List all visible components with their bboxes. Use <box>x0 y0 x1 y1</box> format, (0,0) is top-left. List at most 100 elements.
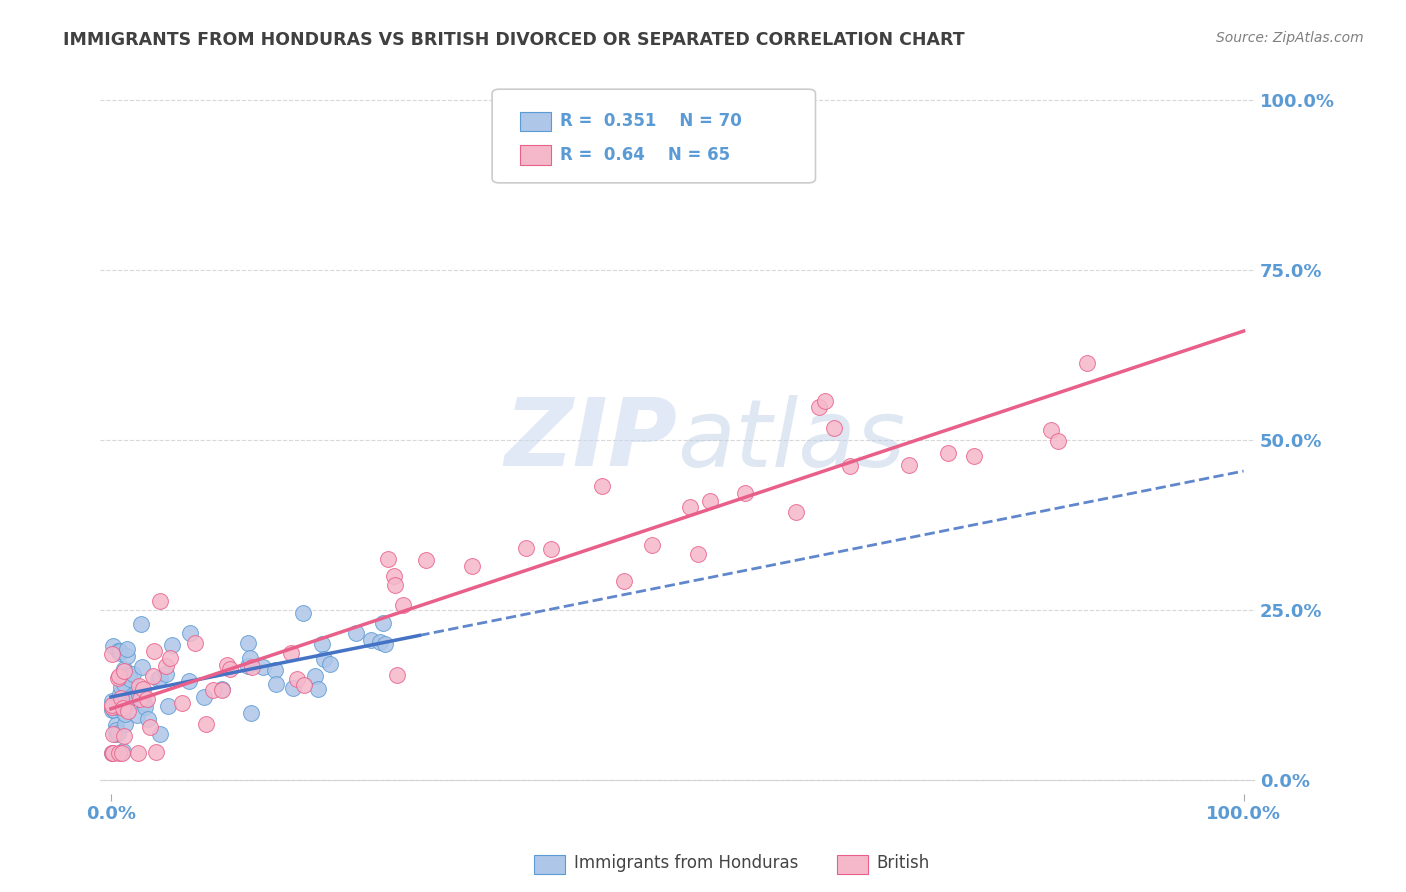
Point <box>699 494 721 508</box>
Point <box>813 393 835 408</box>
Point <box>127 707 149 722</box>
Point <box>107 644 129 658</box>
Point <box>217 658 239 673</box>
Point <box>839 459 862 474</box>
Point <box>114 695 136 709</box>
Point <box>103 703 125 717</box>
Point <box>149 727 172 741</box>
Point <box>391 598 413 612</box>
Point <box>371 616 394 631</box>
Point <box>112 669 135 683</box>
Point <box>136 712 159 726</box>
Point <box>114 707 136 722</box>
Point <box>155 667 177 681</box>
Point <box>318 657 340 671</box>
Point <box>105 723 128 737</box>
Point <box>159 651 181 665</box>
Point <box>219 662 242 676</box>
Point <box>101 746 124 760</box>
Point <box>1076 356 1098 370</box>
Point <box>146 672 169 686</box>
Point <box>105 699 128 714</box>
Point <box>307 682 329 697</box>
Point <box>107 726 129 740</box>
Point <box>679 500 702 515</box>
Point <box>641 538 664 552</box>
Point <box>128 679 150 693</box>
Text: atlas: atlas <box>678 394 905 485</box>
Point <box>131 659 153 673</box>
Point <box>201 683 224 698</box>
Point <box>734 486 756 500</box>
Point <box>108 669 131 683</box>
Point <box>134 697 156 711</box>
Point <box>963 450 986 464</box>
Point <box>118 672 141 686</box>
Point <box>112 729 135 743</box>
Text: Immigrants from Honduras: Immigrants from Honduras <box>574 855 799 872</box>
Point <box>142 644 165 658</box>
Point <box>101 746 124 760</box>
Point <box>101 694 124 708</box>
Point <box>127 746 149 760</box>
Point <box>114 717 136 731</box>
Point <box>160 638 183 652</box>
Point <box>121 667 143 681</box>
Point <box>264 663 287 677</box>
Point <box>155 659 177 673</box>
Point <box>285 672 308 686</box>
Point <box>122 690 145 704</box>
Point <box>239 650 262 665</box>
Point <box>115 649 138 664</box>
Point <box>238 636 260 650</box>
Point <box>101 746 124 760</box>
Point <box>384 578 406 592</box>
Point <box>252 660 274 674</box>
Text: Source: ZipAtlas.com: Source: ZipAtlas.com <box>1216 31 1364 45</box>
Point <box>292 678 315 692</box>
Point <box>177 673 200 688</box>
Point <box>236 659 259 673</box>
Point <box>112 744 135 758</box>
Point <box>314 651 336 665</box>
Point <box>211 683 233 698</box>
Point <box>195 716 218 731</box>
Point <box>107 671 129 685</box>
Point <box>111 746 134 760</box>
Point <box>1039 423 1062 437</box>
Point <box>304 669 326 683</box>
Point <box>149 594 172 608</box>
Point <box>101 727 124 741</box>
Point <box>211 681 233 696</box>
Point <box>115 698 138 712</box>
Point <box>415 553 437 567</box>
Text: British: British <box>876 855 929 872</box>
Point <box>139 720 162 734</box>
Point <box>264 677 287 691</box>
Point <box>240 706 263 720</box>
Point <box>377 551 399 566</box>
Point <box>101 698 124 712</box>
Point <box>122 688 145 702</box>
Point <box>136 692 159 706</box>
Point <box>591 479 613 493</box>
Point <box>112 662 135 676</box>
Point <box>111 667 134 681</box>
Text: IMMIGRANTS FROM HONDURAS VS BRITISH DIVORCED OR SEPARATED CORRELATION CHART: IMMIGRANTS FROM HONDURAS VS BRITISH DIVO… <box>63 31 965 49</box>
Point <box>785 505 807 519</box>
Point <box>107 746 129 760</box>
Point <box>107 698 129 713</box>
Point <box>193 690 215 704</box>
Point <box>145 745 167 759</box>
Point <box>101 647 124 661</box>
Point <box>117 668 139 682</box>
Point <box>897 458 920 472</box>
Point <box>823 421 845 435</box>
Point <box>112 664 135 678</box>
Point <box>374 637 396 651</box>
Text: R =  0.64    N = 65: R = 0.64 N = 65 <box>560 146 730 164</box>
Point <box>184 636 207 650</box>
Point <box>134 700 156 714</box>
Point <box>281 681 304 695</box>
Point <box>115 641 138 656</box>
